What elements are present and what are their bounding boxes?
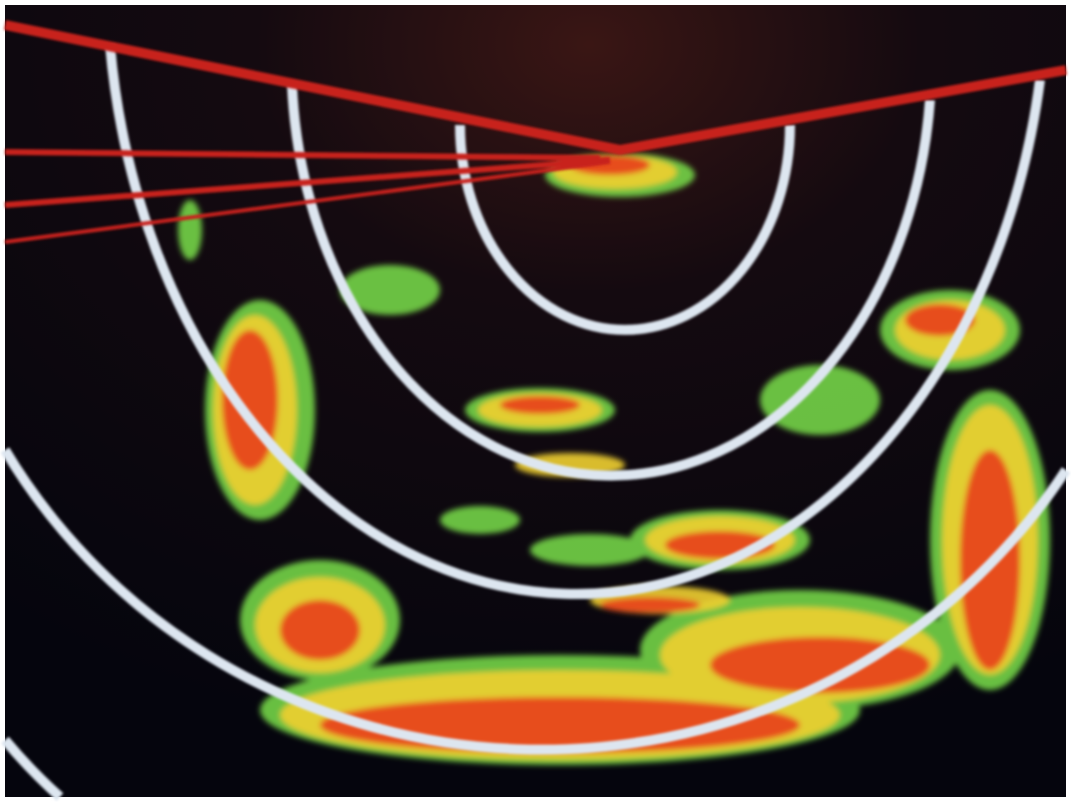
- range-ring: [1, 736, 64, 801]
- heading-line: [4, 157, 611, 208]
- range-ring: [0, 447, 1071, 755]
- range-ring: [287, 84, 935, 481]
- heading-lines: [4, 20, 1067, 244]
- heading-line: [4, 149, 601, 161]
- heading-line: [4, 160, 611, 244]
- range-ring: [455, 124, 795, 335]
- range-rings: [0, 44, 1071, 801]
- range-ring: [105, 44, 1045, 600]
- heading-line: [4, 20, 1067, 156]
